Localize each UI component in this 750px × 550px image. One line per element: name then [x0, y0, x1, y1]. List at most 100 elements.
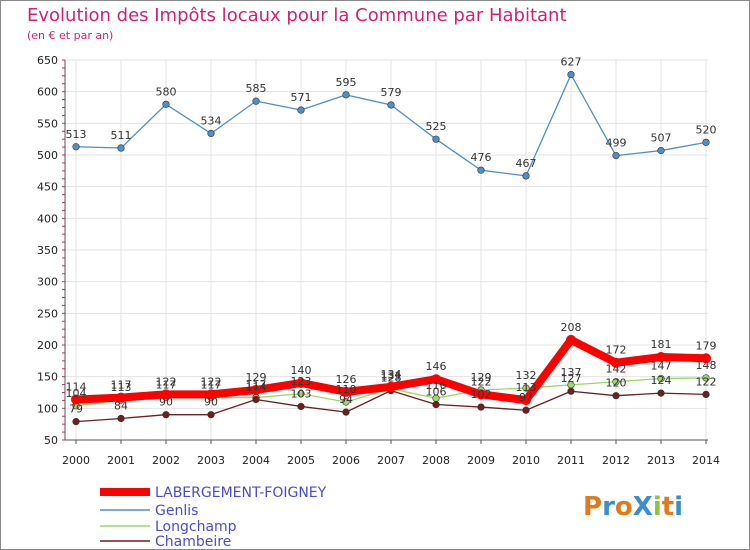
data-label-chambeire-2003: 90 [204, 396, 218, 409]
x-tick-label-2008: 2008 [422, 454, 450, 467]
y-tick-label-250: 250 [37, 307, 58, 320]
data-label-chambeire-2008: 106 [426, 386, 447, 399]
proxiti-logo: ProXiti [583, 492, 683, 522]
y-tick-label-450: 450 [37, 181, 58, 194]
data-label-chambeire-2005: 103 [291, 387, 312, 400]
y-tick-label-350: 350 [37, 244, 58, 257]
point-genlis-2002 [162, 100, 170, 108]
legend-label-labergement-foigney: LABERGEMENT-FOIGNEY [155, 485, 327, 501]
point-chambeire-2000 [72, 418, 80, 426]
point-chambeire-2012 [612, 392, 620, 400]
point-chambeire-2006 [342, 408, 350, 416]
y-axis-ticks: 50 100 150 200 250 300 350 400 450 500 550 600 650 [37, 54, 58, 447]
legend-label-chambeire: Chambeire [155, 534, 231, 550]
point-chambeire-2011 [567, 387, 575, 395]
point-labergement-foigney-2003 [206, 389, 216, 400]
point-genlis-2001 [117, 144, 125, 152]
point-labergement-foigney-2008 [431, 374, 441, 385]
point-genlis-2003 [207, 129, 215, 138]
point-labergement-foigney-2004 [251, 384, 261, 395]
legend-label-genlis: Genlis [155, 503, 198, 519]
data-label-genlis-2014: 520 [696, 123, 717, 136]
legend-item-labergement-foigney: LABERGEMENT-FOIGNEY [100, 485, 327, 501]
point-longchamp-2012 [612, 378, 620, 386]
point-labergement-foigney-2002 [161, 389, 171, 400]
data-label-longchamp-2011: 137 [561, 366, 582, 379]
y-tick-label-200: 200 [37, 339, 58, 352]
data-label-longchamp-2008: 116 [426, 379, 447, 392]
data-label-genlis-2006: 595 [336, 76, 357, 89]
data-label-genlis-2012: 499 [606, 137, 627, 150]
point-labergement-foigney-2009 [476, 389, 486, 400]
data-label-longchamp-2010: 132 [516, 369, 537, 382]
data-label-longchamp-2013: 147 [651, 360, 672, 373]
data-label-longchamp-2001: 113 [111, 381, 132, 394]
y-tick-label-500: 500 [37, 149, 58, 162]
series-layer [71, 70, 711, 426]
y-tick-label-600: 600 [37, 86, 58, 99]
point-chambeire-2005 [297, 402, 305, 411]
data-label-longchamp-2012: 142 [606, 363, 627, 376]
legend-item-chambeire: Chambeire [100, 534, 231, 550]
chart-title: Evolution des Impôts locaux pour la Comm… [27, 5, 567, 26]
y-tick-label-150: 150 [37, 371, 58, 384]
x-tick-label-2004: 2004 [242, 454, 270, 467]
point-genlis-2006 [342, 91, 350, 99]
data-label-longchamp-2004: 117 [246, 379, 267, 392]
data-label-chambeire-2004: 114 [246, 380, 267, 393]
data-label-longchamp-2007: 131 [381, 370, 402, 383]
x-tick-label-2000: 2000 [62, 454, 90, 467]
point-longchamp-2010 [522, 384, 530, 392]
x-tick-label-2006: 2006 [332, 454, 360, 467]
data-label-genlis-2002: 580 [156, 85, 177, 98]
data-label-genlis-2008: 525 [426, 120, 447, 133]
data-label-longchamp-2014: 148 [696, 359, 717, 372]
x-tick-label-2001: 2001 [107, 454, 135, 467]
data-label-labergement-foigney-2004: 129 [246, 371, 267, 384]
data-label-longchamp-2009: 129 [471, 371, 492, 384]
point-chambeire-2002 [162, 411, 170, 419]
point-chambeire-2013 [657, 389, 665, 397]
point-chambeire-2008 [432, 400, 440, 409]
y-tick-label-400: 400 [37, 212, 58, 225]
x-axis-ticks: 2000 2001 2002 2003 2004 2005 2006 2007 2008 2009… [62, 454, 720, 467]
point-genlis-2007 [387, 101, 395, 109]
point-genlis-2014 [702, 138, 710, 146]
point-labergement-foigney-2012 [611, 357, 621, 368]
data-label-labergement-foigney-2003: 122 [201, 375, 222, 388]
point-chambeire-2014 [702, 390, 710, 399]
point-longchamp-2014 [702, 374, 710, 382]
point-labergement-foigney-2001 [116, 392, 126, 403]
x-tick-label-2005: 2005 [287, 454, 315, 467]
data-label-chambeire-2009: 102 [471, 388, 492, 401]
x-tick-label-2009: 2009 [467, 454, 495, 467]
data-label-genlis-2007: 579 [381, 86, 402, 99]
point-genlis-2013 [657, 146, 665, 155]
data-label-genlis-2009: 476 [471, 151, 492, 164]
data-label-chambeire-2006: 94 [339, 393, 353, 406]
point-genlis-2005 [297, 106, 305, 114]
point-labergement-foigney-2010 [521, 395, 531, 406]
legend-label-longchamp: Longchamp [155, 519, 237, 535]
data-label-labergement-foigney-2007: 134 [381, 368, 402, 381]
point-genlis-2004 [252, 97, 260, 105]
point-genlis-2008 [432, 135, 440, 143]
data-label-genlis-2003: 534 [201, 114, 222, 127]
point-chambeire-2004 [252, 395, 260, 404]
data-label-labergement-foigney-2005: 140 [291, 364, 312, 377]
point-labergement-foigney-2007 [386, 381, 396, 392]
legend-item-longchamp: Longchamp [100, 519, 237, 535]
data-label-chambeire-2010: 97 [519, 391, 533, 404]
data-label-labergement-foigney-2002: 122 [156, 375, 177, 388]
point-chambeire-2010 [522, 406, 530, 414]
data-label-labergement-foigney-2006: 126 [336, 373, 357, 386]
point-genlis-2011 [567, 70, 575, 79]
data-label-labergement-foigney-2000: 114 [66, 380, 87, 393]
data-label-longchamp-2000: 104 [66, 387, 87, 400]
data-label-chambeire-2011: 127 [561, 372, 582, 385]
data-label-chambeire-2007: 128 [381, 372, 402, 385]
data-label-labergement-foigney-2014: 179 [696, 339, 717, 352]
point-labergement-foigney-2005 [296, 378, 306, 388]
